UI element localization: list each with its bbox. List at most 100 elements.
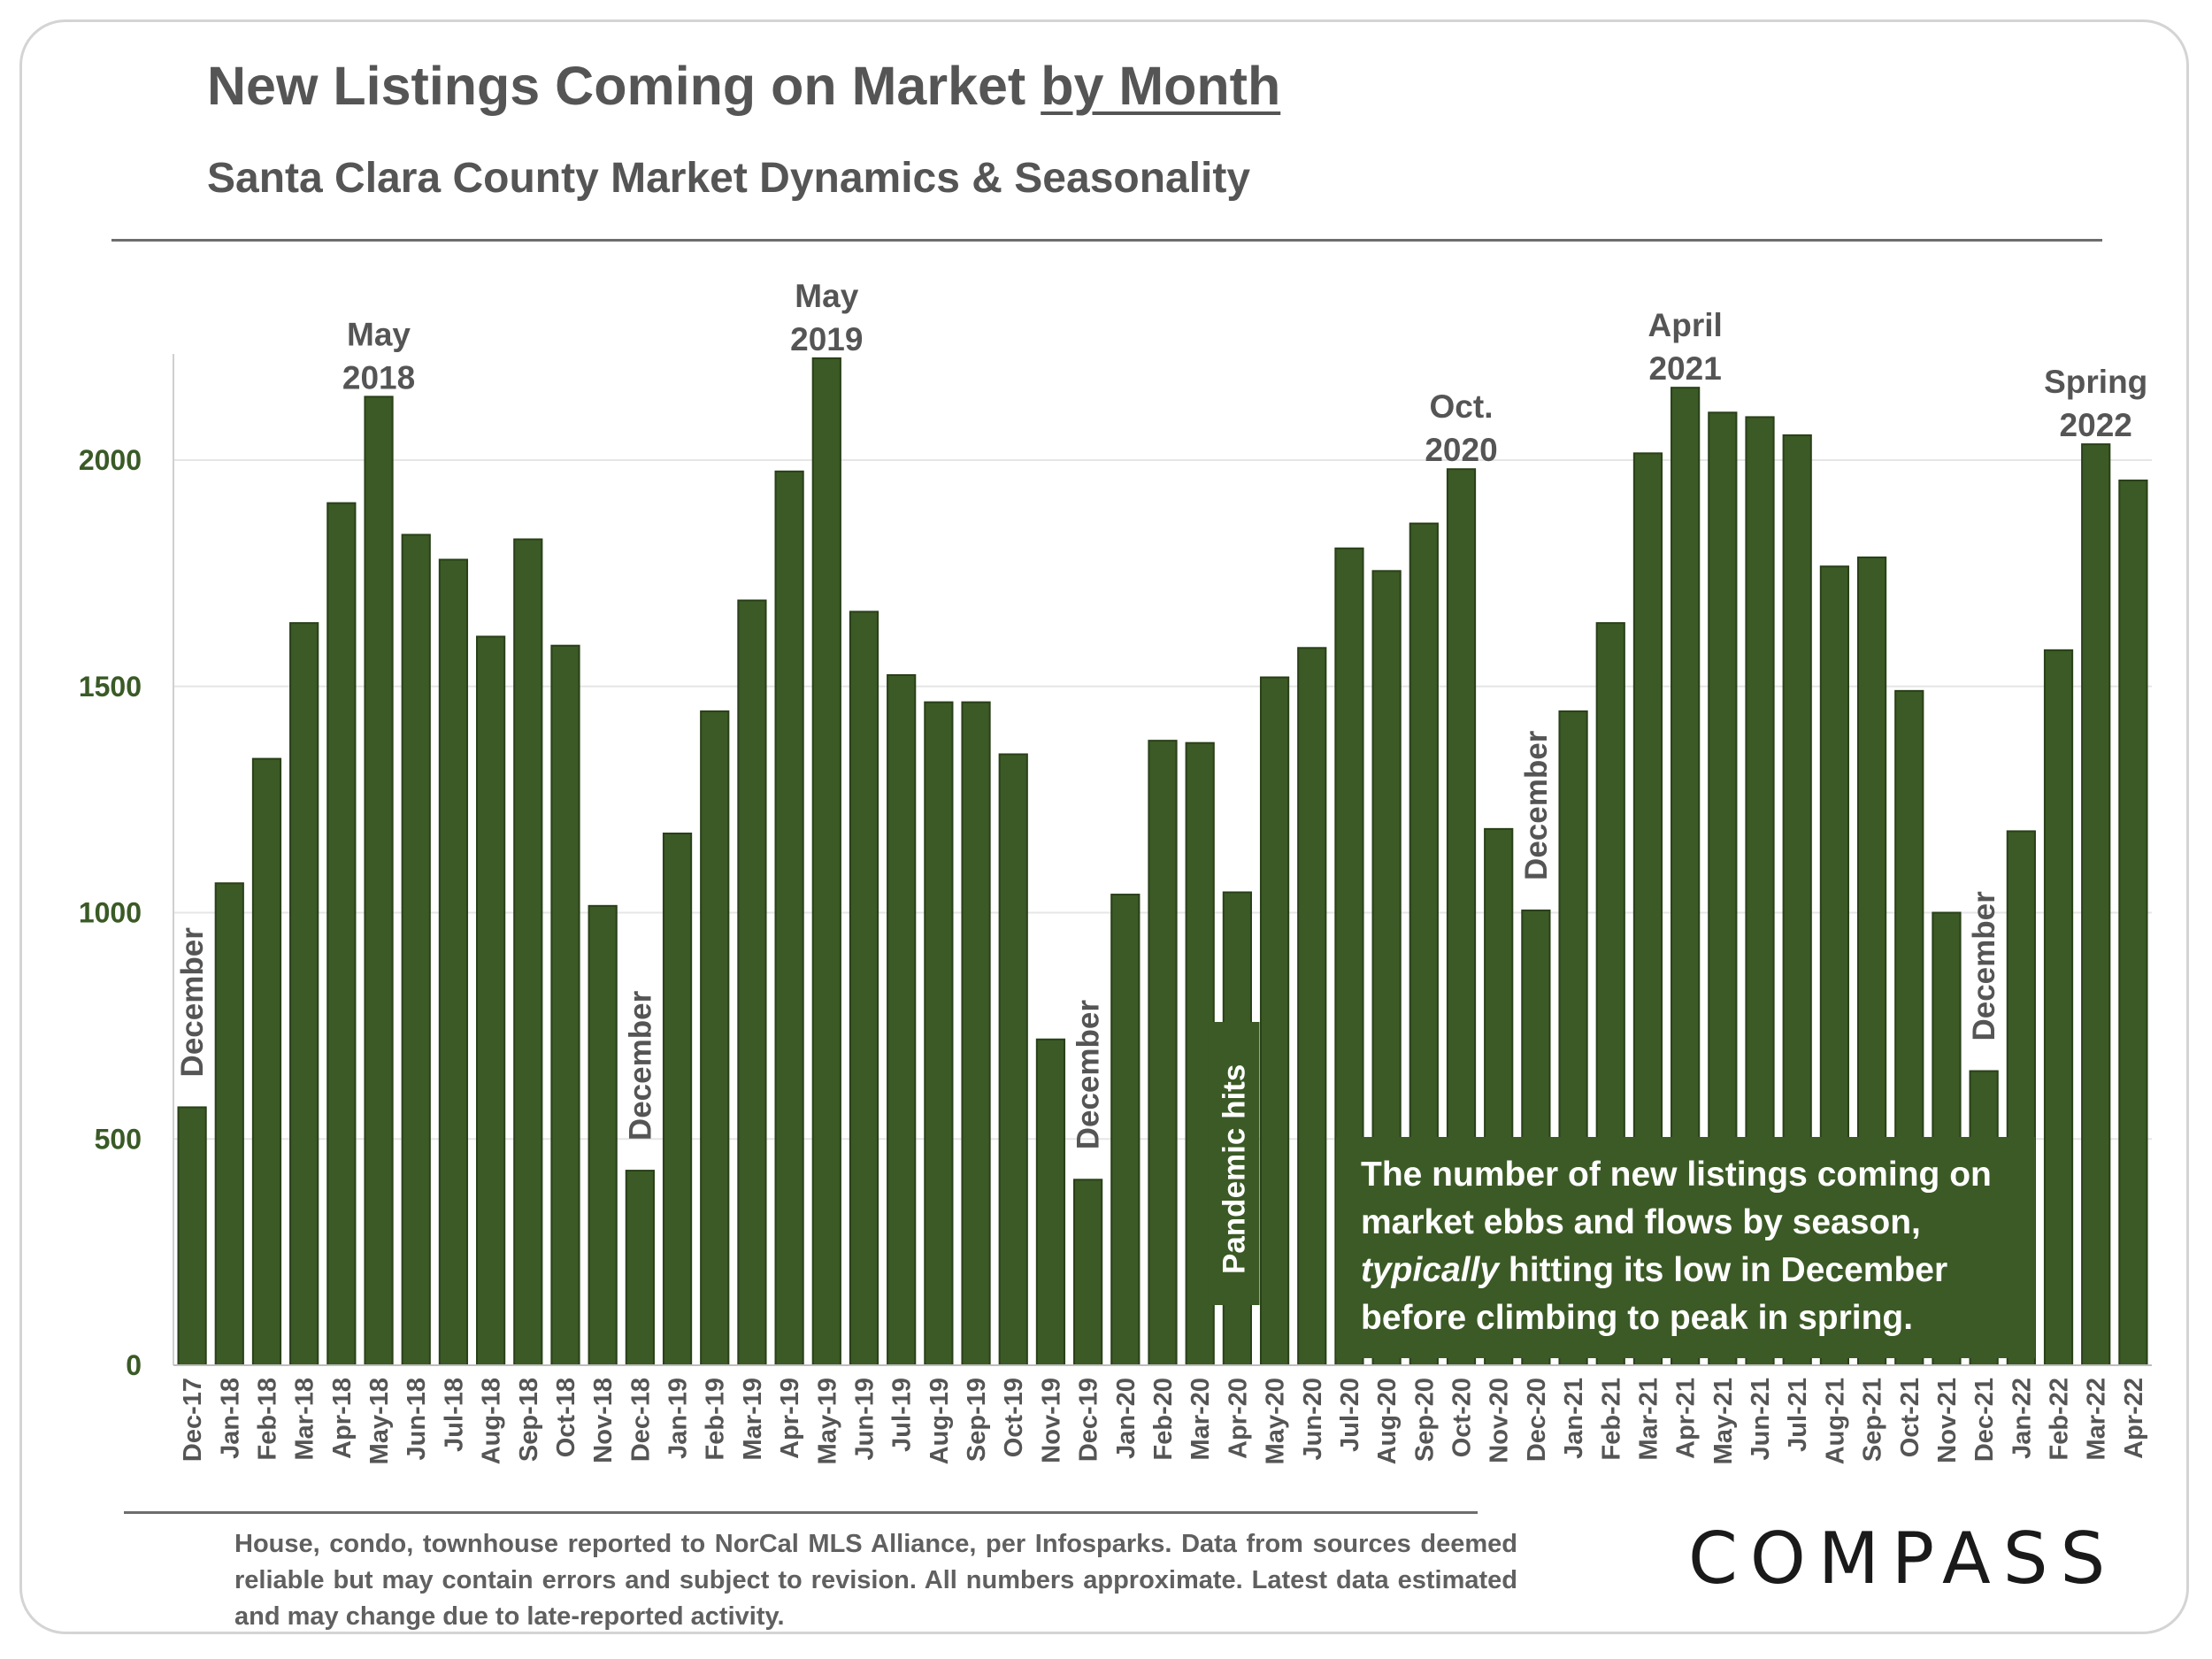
y-tick-label: 1000 xyxy=(79,897,142,929)
peak-label: April 2021 xyxy=(1648,307,1723,387)
peak-label: Spring 2022 xyxy=(2044,364,2147,443)
x-tick-label: Dec-20 xyxy=(1523,1378,1551,1462)
footer-divider xyxy=(124,1511,1478,1514)
x-tick-label: Sep-20 xyxy=(1410,1378,1439,1462)
y-tick-label: 2000 xyxy=(79,444,142,476)
x-tick-label: Jan-19 xyxy=(664,1378,693,1459)
x-tick-label: Jul-19 xyxy=(888,1378,917,1452)
peak-label-line: April xyxy=(1648,307,1723,343)
x-tick-label: Jan-22 xyxy=(2008,1378,2036,1459)
callout-line-3: typically hitting its low in December xyxy=(1361,1247,2010,1294)
pandemic-label: Pandemic hits xyxy=(1217,1064,1251,1274)
x-tick-label: Feb-21 xyxy=(1597,1378,1625,1460)
callout-line-1: The number of new listings coming on xyxy=(1361,1156,1992,1194)
chart-title-underlined: by Month xyxy=(1041,56,1281,116)
bar xyxy=(1185,741,1215,1366)
x-tick-label: Sep-18 xyxy=(515,1378,543,1462)
y-tick-label: 500 xyxy=(95,1123,142,1155)
x-tick-label: Mar-19 xyxy=(739,1378,767,1461)
bar xyxy=(1297,647,1327,1366)
x-tick-label: Dec-21 xyxy=(1970,1378,1999,1462)
x-tick-label: Nov-19 xyxy=(1037,1378,1065,1463)
source-footnote: House, condo, townhouse reported to NorC… xyxy=(234,1530,1517,1631)
bar xyxy=(887,673,917,1366)
callout-emphasis: typically xyxy=(1361,1251,1500,1289)
x-tick-label: Aug-18 xyxy=(478,1378,506,1464)
x-tick-label: Oct-21 xyxy=(1896,1378,1924,1457)
callout-line-3-rest: hitting its low in December xyxy=(1499,1251,1948,1289)
bar xyxy=(961,701,991,1366)
x-tick-label: Jun-18 xyxy=(403,1378,431,1460)
december-label: December xyxy=(1071,1000,1106,1150)
bar xyxy=(662,832,693,1366)
x-tick-label: Dec-17 xyxy=(179,1378,207,1462)
x-tick-label: Jan-18 xyxy=(216,1378,244,1459)
x-tick-label: Sep-19 xyxy=(963,1378,991,1462)
y-axis: 0 500 1000 1500 2000 xyxy=(79,354,174,1381)
x-tick-label: Dec-19 xyxy=(1075,1378,1103,1462)
bar xyxy=(401,534,431,1366)
peak-label-line: 2018 xyxy=(342,359,415,396)
bar xyxy=(849,611,879,1366)
compass-logo: COMPASS xyxy=(1688,1517,2118,1600)
x-tick-label: Aug-19 xyxy=(926,1378,954,1464)
x-tick-label: Mar-20 xyxy=(1187,1378,1215,1461)
x-tick-label: Oct-18 xyxy=(552,1378,580,1457)
bar xyxy=(1259,676,1290,1366)
x-tick-label: Feb-19 xyxy=(702,1378,730,1460)
bar xyxy=(326,502,357,1366)
december-label: December xyxy=(623,990,657,1141)
x-tick-label: Oct-20 xyxy=(1448,1378,1477,1457)
bar xyxy=(1148,740,1178,1366)
y-tick-label: 1500 xyxy=(79,671,142,703)
peak-label-line: 2021 xyxy=(1648,350,1721,387)
x-tick-label: Nov-18 xyxy=(589,1378,618,1463)
x-tick-label: May-20 xyxy=(1262,1378,1290,1464)
x-tick-label: Feb-18 xyxy=(253,1378,281,1460)
chart-title: New Listings Coming on Market by Month xyxy=(207,55,1280,117)
x-tick-label: Feb-20 xyxy=(1149,1378,1178,1460)
x-tick-label: Nov-20 xyxy=(1486,1378,1514,1463)
bar xyxy=(998,753,1028,1366)
x-tick-label: Apr-18 xyxy=(328,1378,357,1459)
x-tick-label: Apr-22 xyxy=(2120,1378,2148,1459)
peak-label-line: Spring xyxy=(2044,364,2147,400)
x-tick-label: Dec-18 xyxy=(626,1378,655,1462)
bar xyxy=(289,622,319,1366)
peak-label: Oct. 2020 xyxy=(1425,388,1497,468)
bar xyxy=(737,599,767,1366)
x-tick-label: Jul-20 xyxy=(1336,1378,1364,1452)
bar xyxy=(364,396,394,1366)
bar xyxy=(774,470,804,1366)
bar xyxy=(811,357,841,1367)
x-tick-label: Apr-20 xyxy=(1224,1378,1252,1459)
card-frame xyxy=(19,19,2189,1634)
x-tick-label: Apr-19 xyxy=(776,1378,804,1459)
x-tick-label: Apr-21 xyxy=(1672,1378,1701,1459)
annotations: May 2018 May 2019 Oct. 2020 April 2021 Spring 202… xyxy=(175,278,2147,1305)
peak-label-line: May xyxy=(347,316,411,352)
bar xyxy=(214,882,244,1366)
x-tick-label: Jul-18 xyxy=(440,1378,468,1452)
peak-label-line: 2019 xyxy=(790,321,863,357)
x-tick-label: Oct-19 xyxy=(1000,1378,1028,1457)
peak-label-line: May xyxy=(795,278,858,314)
bar xyxy=(2043,649,2074,1366)
x-tick-label: Mar-21 xyxy=(1634,1378,1663,1461)
december-label: December xyxy=(1967,891,2001,1041)
bar xyxy=(550,644,580,1366)
december-label: December xyxy=(1519,730,1554,880)
december-label: December xyxy=(175,927,210,1078)
x-tick-label: May-21 xyxy=(1709,1378,1738,1464)
x-tick-label: Jan-20 xyxy=(1112,1378,1141,1459)
bar xyxy=(177,1106,207,1366)
x-tick-label: May-19 xyxy=(813,1378,841,1464)
callout-line-2: market ebbs and flows by season, xyxy=(1361,1203,1921,1241)
callout-box: The number of new listings coming on mar… xyxy=(1336,1137,2035,1358)
chart-subtitle: Santa Clara County Market Dynamics & Sea… xyxy=(207,155,1251,202)
peak-label-line: 2020 xyxy=(1425,432,1497,468)
bar xyxy=(625,1170,655,1367)
bar xyxy=(2118,480,2148,1366)
x-tick-label: Nov-21 xyxy=(1933,1378,1962,1463)
